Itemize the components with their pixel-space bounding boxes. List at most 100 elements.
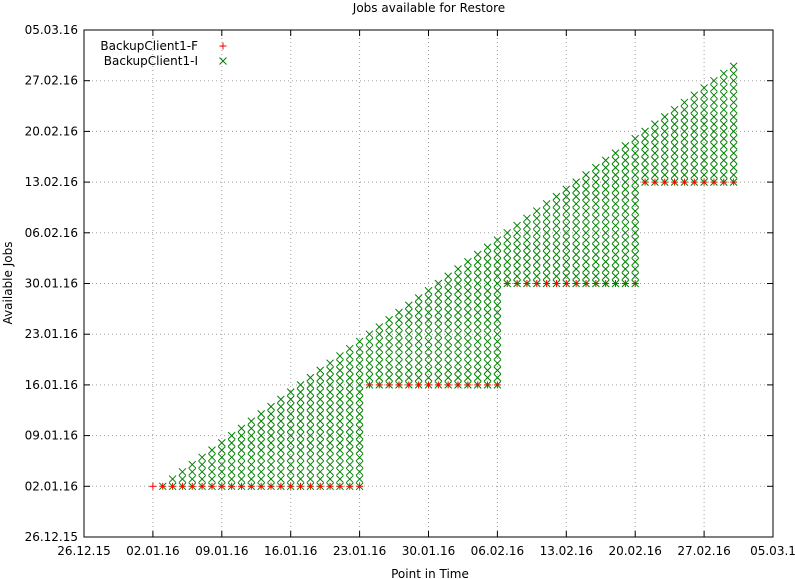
incremental-point bbox=[473, 330, 482, 339]
incremental-point bbox=[493, 236, 502, 244]
incremental-point bbox=[690, 163, 699, 172]
incremental-point bbox=[621, 163, 630, 172]
incremental-point bbox=[247, 438, 256, 447]
incremental-point bbox=[690, 134, 699, 143]
incremental-point bbox=[493, 301, 502, 310]
incremental-point bbox=[690, 142, 699, 150]
incremental-point bbox=[473, 352, 482, 360]
incremental-point bbox=[473, 279, 482, 288]
incremental-point bbox=[719, 171, 728, 179]
incremental-point bbox=[532, 250, 541, 259]
incremental-point bbox=[404, 366, 413, 375]
incremental-point bbox=[424, 352, 433, 360]
y-axis-title: Available Jobs bbox=[1, 242, 15, 325]
incremental-point bbox=[729, 134, 738, 143]
incremental-point bbox=[483, 257, 492, 266]
incremental-point bbox=[454, 279, 462, 288]
incremental-point bbox=[198, 467, 206, 476]
full-point bbox=[720, 178, 728, 186]
incremental-point bbox=[552, 199, 561, 208]
incremental-point bbox=[247, 467, 256, 476]
incremental-point bbox=[611, 163, 620, 172]
incremental-point bbox=[257, 446, 266, 454]
incremental-point bbox=[690, 120, 699, 129]
incremental-point bbox=[188, 475, 197, 483]
incremental-point bbox=[326, 467, 334, 476]
incremental-point bbox=[414, 301, 423, 310]
incremental-point bbox=[404, 373, 413, 382]
incremental-point bbox=[316, 446, 325, 454]
incremental-point bbox=[611, 214, 620, 223]
incremental-point bbox=[493, 294, 502, 302]
incremental-point bbox=[710, 120, 718, 129]
incremental-point bbox=[483, 315, 492, 324]
incremental-point bbox=[473, 366, 482, 375]
incremental-point bbox=[651, 142, 659, 150]
incremental-point bbox=[601, 257, 610, 266]
full-point bbox=[680, 178, 688, 186]
legend-label-full: BackupClient1-F bbox=[100, 39, 198, 53]
full-point bbox=[247, 482, 255, 490]
x-axis-title: Point in Time bbox=[391, 567, 469, 579]
y-tick-label: 30.01.16 bbox=[25, 277, 78, 291]
incremental-point bbox=[355, 446, 364, 454]
incremental-point bbox=[660, 149, 669, 157]
incremental-point bbox=[611, 185, 620, 194]
incremental-point bbox=[660, 120, 669, 129]
incremental-point bbox=[326, 366, 334, 375]
y-tick-label: 06.02.16 bbox=[25, 226, 78, 240]
ticks: 26.12.15 02.01.16 09.01.16 16.01.16 23.01.16… bbox=[25, 23, 795, 558]
incremental-point bbox=[700, 120, 708, 129]
incremental-point bbox=[178, 467, 187, 476]
incremental-point bbox=[237, 453, 246, 462]
data-marks bbox=[149, 62, 738, 491]
incremental-point bbox=[532, 221, 541, 230]
incremental-point bbox=[306, 381, 315, 389]
incremental-point bbox=[690, 171, 699, 179]
full-point bbox=[415, 381, 423, 389]
incremental-point bbox=[651, 127, 659, 136]
incremental-point bbox=[621, 178, 630, 186]
incremental-point bbox=[631, 236, 640, 244]
x-tick-label: 02.01.16 bbox=[126, 544, 179, 558]
incremental-point bbox=[680, 156, 689, 165]
incremental-point bbox=[395, 323, 403, 331]
incremental-point bbox=[670, 113, 679, 121]
incremental-point bbox=[316, 410, 325, 418]
full-point bbox=[149, 482, 157, 490]
incremental-point bbox=[345, 366, 354, 375]
full-point bbox=[513, 280, 521, 287]
incremental-point bbox=[414, 308, 423, 317]
incremental-point bbox=[267, 424, 275, 433]
incremental-point bbox=[680, 142, 689, 150]
incremental-point bbox=[552, 192, 561, 201]
incremental-point bbox=[552, 228, 561, 237]
full-point bbox=[405, 381, 413, 389]
incremental-point bbox=[404, 323, 413, 331]
incremental-point bbox=[267, 417, 275, 425]
incremental-point bbox=[414, 315, 423, 324]
incremental-point bbox=[621, 207, 630, 215]
incremental-point bbox=[336, 373, 344, 382]
incremental-point bbox=[542, 228, 551, 237]
incremental-point bbox=[582, 228, 590, 237]
incremental-point bbox=[729, 163, 738, 172]
incremental-point bbox=[237, 431, 246, 440]
incremental-point bbox=[710, 142, 718, 150]
incremental-point bbox=[670, 105, 679, 114]
incremental-point bbox=[336, 424, 344, 433]
incremental-point bbox=[719, 142, 728, 150]
incremental-point bbox=[336, 402, 344, 411]
incremental-point bbox=[532, 257, 541, 266]
incremental-point bbox=[572, 257, 580, 266]
incremental-point bbox=[414, 323, 423, 331]
incremental-point bbox=[217, 467, 226, 476]
full-point bbox=[287, 482, 295, 490]
incremental-point bbox=[424, 359, 433, 368]
incremental-point bbox=[601, 250, 610, 259]
incremental-point bbox=[483, 337, 492, 346]
legend-marker-full bbox=[219, 42, 227, 50]
incremental-point bbox=[611, 149, 620, 157]
incremental-point bbox=[464, 294, 472, 302]
incremental-point bbox=[670, 120, 679, 129]
